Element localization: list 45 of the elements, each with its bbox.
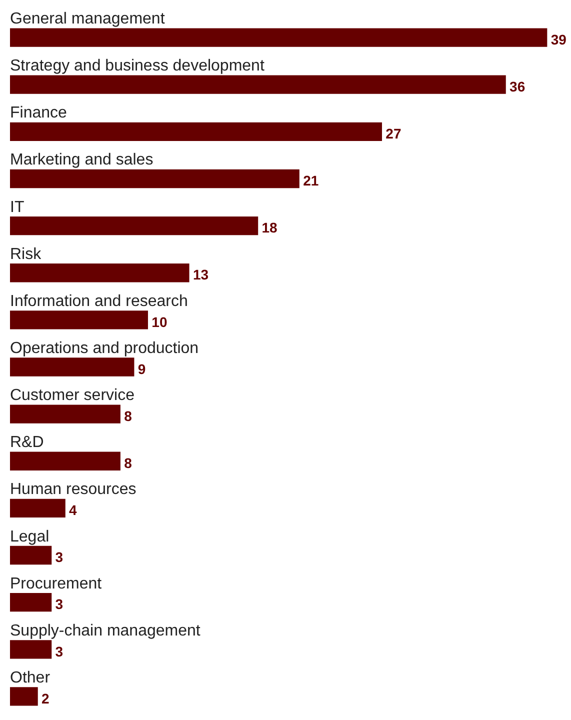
y-tick-label: IT bbox=[10, 198, 24, 216]
data-label: 39 bbox=[550, 31, 567, 48]
data-label: 4 bbox=[69, 502, 78, 518]
data-label: 10 bbox=[152, 314, 168, 330]
bar bbox=[10, 169, 300, 188]
y-tick-label: Supply-chain management bbox=[10, 622, 201, 640]
y-tick-label: Customer service bbox=[10, 387, 135, 404]
bar bbox=[10, 122, 382, 141]
bar bbox=[10, 546, 52, 565]
data-label: 8 bbox=[124, 454, 132, 471]
data-label: 21 bbox=[303, 172, 319, 189]
data-label: 18 bbox=[262, 220, 278, 236]
bar bbox=[10, 264, 190, 282]
bar bbox=[10, 640, 52, 659]
y-tick-label: Other bbox=[10, 669, 51, 686]
bar bbox=[10, 75, 506, 94]
y-tick-label: Operations and production bbox=[10, 340, 199, 357]
bar bbox=[10, 358, 134, 376]
data-label: 13 bbox=[192, 266, 209, 283]
data-label: 27 bbox=[386, 126, 402, 142]
y-tick-label: General management bbox=[10, 10, 166, 28]
y-tick-label: Legal bbox=[10, 528, 50, 546]
y-tick-label: Strategy and business development bbox=[10, 58, 265, 75]
data-label: 8 bbox=[124, 408, 132, 424]
data-label: 3 bbox=[55, 549, 64, 566]
data-label: 3 bbox=[55, 643, 64, 660]
bar bbox=[10, 404, 120, 424]
data-label: 9 bbox=[138, 360, 146, 377]
y-tick-label: Procurement bbox=[10, 575, 102, 592]
y-tick-label: Marketing and sales bbox=[10, 152, 154, 169]
bar bbox=[10, 28, 548, 47]
data-label: 2 bbox=[42, 690, 50, 706]
bar bbox=[10, 687, 38, 706]
bar bbox=[10, 593, 52, 612]
bar bbox=[10, 310, 148, 330]
y-tick-label: Information and research bbox=[10, 292, 188, 310]
y-tick-label: Human resources bbox=[10, 481, 136, 498]
y-tick-label: R&D bbox=[10, 434, 44, 452]
data-label: 36 bbox=[510, 78, 526, 94]
data-label: 3 bbox=[55, 596, 64, 612]
y-tick-label: Finance bbox=[10, 104, 68, 122]
bar bbox=[10, 216, 258, 236]
y-tick-label: Risk bbox=[10, 246, 42, 263]
bar bbox=[10, 498, 66, 518]
bar bbox=[10, 452, 120, 470]
